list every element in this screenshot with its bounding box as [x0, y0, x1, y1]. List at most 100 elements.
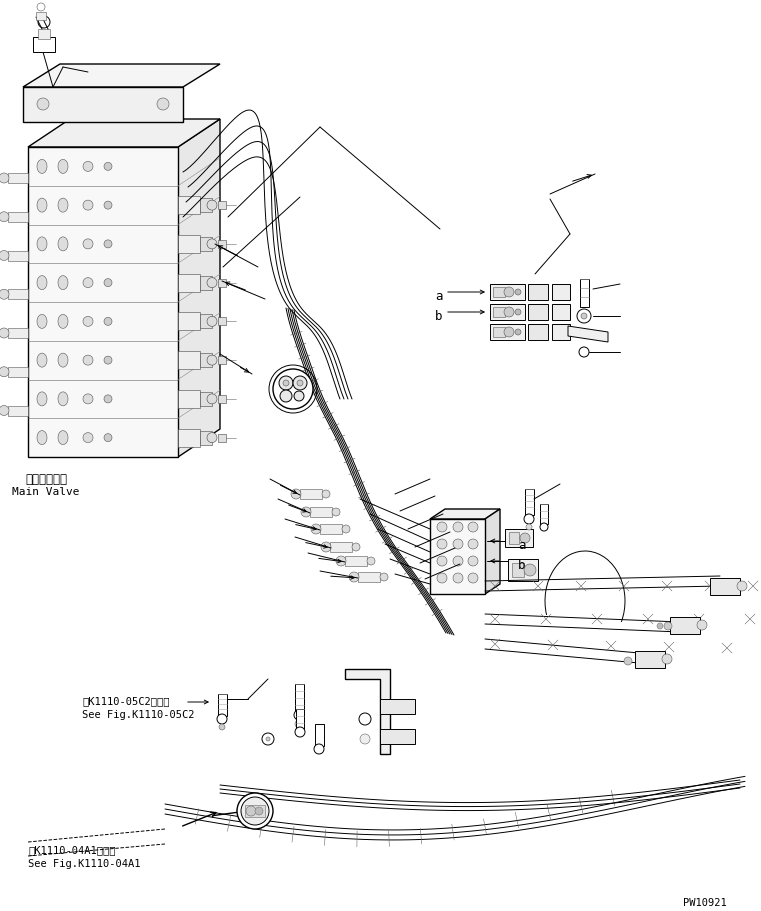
Circle shape: [237, 793, 273, 829]
Bar: [509, 532, 519, 545]
Bar: [218, 318, 226, 326]
Circle shape: [104, 202, 112, 210]
Circle shape: [83, 433, 93, 443]
Polygon shape: [380, 729, 415, 744]
Ellipse shape: [58, 160, 68, 174]
Bar: [8, 174, 28, 184]
Bar: [508, 559, 538, 581]
Bar: [178, 313, 200, 331]
Text: b: b: [518, 558, 526, 571]
Circle shape: [262, 733, 274, 745]
Circle shape: [453, 539, 463, 549]
Circle shape: [207, 394, 217, 404]
Bar: [710, 578, 740, 596]
Circle shape: [468, 557, 478, 567]
Circle shape: [314, 744, 324, 754]
Bar: [178, 352, 200, 370]
Polygon shape: [568, 327, 608, 343]
Circle shape: [526, 525, 532, 530]
Circle shape: [0, 406, 9, 416]
Circle shape: [311, 525, 321, 535]
Circle shape: [515, 290, 521, 296]
Circle shape: [360, 734, 370, 744]
Circle shape: [83, 279, 93, 288]
Bar: [505, 529, 533, 548]
Circle shape: [280, 391, 292, 403]
Polygon shape: [380, 700, 415, 714]
Circle shape: [437, 573, 447, 583]
Circle shape: [0, 329, 9, 339]
Ellipse shape: [37, 199, 47, 213]
Circle shape: [359, 713, 371, 725]
Ellipse shape: [58, 315, 68, 329]
Circle shape: [468, 539, 478, 549]
Circle shape: [577, 310, 591, 323]
Circle shape: [336, 557, 346, 567]
Text: PW10921: PW10921: [683, 897, 727, 907]
Text: 第K1110-05C2図参照: 第K1110-05C2図参照: [82, 695, 170, 705]
Circle shape: [293, 376, 307, 391]
Bar: [490, 324, 525, 341]
Bar: [178, 236, 200, 253]
Circle shape: [0, 290, 9, 300]
Circle shape: [524, 565, 536, 577]
Circle shape: [657, 623, 663, 630]
Bar: [8, 251, 28, 261]
Circle shape: [217, 714, 227, 724]
Bar: [552, 285, 570, 301]
Bar: [320, 525, 342, 535]
Circle shape: [207, 355, 217, 365]
Circle shape: [283, 381, 289, 386]
Bar: [8, 290, 28, 300]
Bar: [552, 304, 570, 321]
Circle shape: [207, 201, 217, 210]
Circle shape: [83, 201, 93, 210]
Polygon shape: [485, 509, 500, 594]
Circle shape: [367, 558, 375, 566]
Bar: [552, 324, 570, 341]
Bar: [296, 710, 304, 729]
Ellipse shape: [58, 276, 68, 291]
Circle shape: [437, 539, 447, 549]
Circle shape: [662, 654, 672, 664]
Bar: [635, 651, 665, 669]
Circle shape: [468, 573, 478, 583]
Bar: [218, 435, 226, 442]
Circle shape: [504, 288, 514, 298]
Circle shape: [0, 251, 9, 261]
Ellipse shape: [37, 353, 47, 368]
Circle shape: [453, 573, 463, 583]
Circle shape: [579, 348, 589, 358]
Bar: [200, 238, 212, 251]
Text: Main Valve: Main Valve: [12, 486, 80, 496]
Circle shape: [104, 435, 112, 442]
Circle shape: [697, 620, 707, 630]
Circle shape: [352, 543, 360, 551]
Bar: [178, 429, 200, 447]
Bar: [310, 507, 332, 517]
Circle shape: [515, 310, 521, 315]
Circle shape: [297, 381, 303, 386]
Circle shape: [207, 317, 217, 327]
Circle shape: [0, 212, 9, 222]
Ellipse shape: [37, 276, 47, 291]
Bar: [345, 557, 367, 567]
Bar: [580, 280, 589, 308]
Bar: [670, 618, 700, 634]
Circle shape: [83, 394, 93, 404]
Bar: [200, 276, 212, 291]
Bar: [218, 280, 226, 287]
Bar: [200, 315, 212, 329]
Circle shape: [255, 807, 263, 815]
Bar: [218, 202, 226, 210]
Circle shape: [294, 711, 304, 721]
Bar: [38, 30, 50, 40]
Text: メインバルブ: メインバルブ: [25, 473, 67, 486]
Bar: [528, 324, 548, 341]
Circle shape: [524, 515, 534, 525]
Text: a: a: [518, 538, 526, 551]
Bar: [178, 274, 200, 292]
Circle shape: [207, 240, 217, 250]
Circle shape: [737, 581, 747, 591]
Bar: [315, 724, 324, 746]
